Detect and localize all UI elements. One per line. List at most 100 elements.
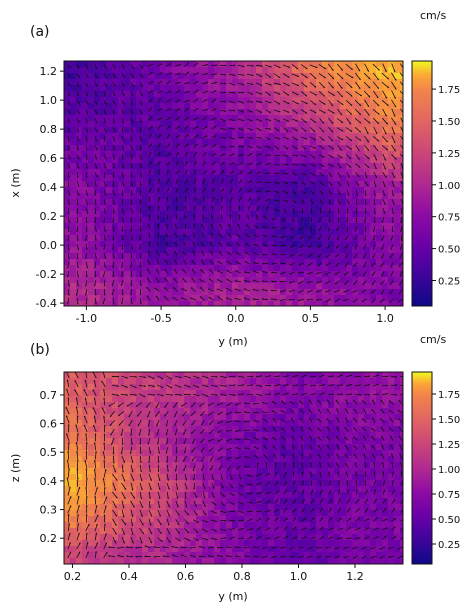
heatmap-cell xyxy=(304,67,310,73)
heatmap-cell xyxy=(352,414,358,420)
heatmap-cell xyxy=(190,163,196,169)
heatmap-cell xyxy=(148,73,154,79)
heatmap-cell xyxy=(202,402,208,408)
heatmap-cell xyxy=(352,265,358,271)
heatmap-cell xyxy=(196,187,202,193)
heatmap-cell xyxy=(214,145,220,151)
heatmap-cell xyxy=(328,169,334,175)
heatmap-cell xyxy=(352,420,358,426)
heatmap-cell xyxy=(262,97,268,103)
heatmap-cell xyxy=(382,229,388,235)
heatmap-cell xyxy=(214,169,220,175)
heatmap-cell xyxy=(328,259,334,265)
heatmap-cell xyxy=(280,253,286,259)
heatmap-cell xyxy=(130,235,136,241)
heatmap-cell xyxy=(88,205,94,211)
heatmap-cell xyxy=(370,67,376,73)
heatmap-cell xyxy=(316,85,322,91)
heatmap-cell xyxy=(154,199,160,205)
y-tick-label: -0.4 xyxy=(36,297,57,310)
heatmap-cell xyxy=(178,175,184,181)
heatmap-cell xyxy=(94,420,100,426)
quiver-arrowhead xyxy=(404,96,406,98)
heatmap-cell xyxy=(280,139,286,145)
heatmap-cell xyxy=(166,229,172,235)
heatmap-cell xyxy=(292,241,298,247)
heatmap-cell xyxy=(220,295,226,301)
heatmap-cell xyxy=(88,127,94,133)
heatmap-cell xyxy=(280,103,286,109)
heatmap-cell xyxy=(220,259,226,265)
heatmap-cell xyxy=(340,378,346,384)
heatmap-cell xyxy=(244,67,250,73)
heatmap-cell xyxy=(238,295,244,301)
heatmap-cell xyxy=(100,283,106,289)
heatmap-cell xyxy=(160,402,166,408)
heatmap-cell xyxy=(316,205,322,211)
heatmap-cell xyxy=(64,235,70,241)
heatmap-cell xyxy=(94,79,100,85)
heatmap-cell xyxy=(64,115,70,121)
heatmap-cell xyxy=(250,109,256,115)
heatmap-cell xyxy=(184,283,190,289)
heatmap-cell xyxy=(244,61,250,67)
heatmap-cell xyxy=(208,253,214,259)
heatmap-cell xyxy=(394,151,400,157)
panel-a-colorbar-bar xyxy=(412,61,432,306)
heatmap-cell xyxy=(268,259,274,265)
heatmap-cell xyxy=(70,414,76,420)
heatmap-cell xyxy=(358,79,364,85)
heatmap-cell xyxy=(316,103,322,109)
heatmap-cell xyxy=(394,175,400,181)
heatmap-cell xyxy=(286,163,292,169)
heatmap-cell xyxy=(220,97,226,103)
heatmap-cell xyxy=(394,205,400,211)
heatmap-cell xyxy=(94,402,100,408)
heatmap-cell xyxy=(346,390,352,396)
heatmap-cell xyxy=(160,121,166,127)
heatmap-cell xyxy=(280,133,286,139)
heatmap-cell xyxy=(352,103,358,109)
heatmap-cell xyxy=(364,396,370,402)
heatmap-cell xyxy=(232,414,238,420)
colorbar-tick-label: 1.50 xyxy=(438,117,460,128)
heatmap-cell xyxy=(136,247,142,253)
heatmap-cell xyxy=(286,271,292,277)
heatmap-cell xyxy=(262,384,268,390)
heatmap-cell xyxy=(262,121,268,127)
heatmap-cell xyxy=(148,265,154,271)
heatmap-cell xyxy=(148,127,154,133)
heatmap-cell xyxy=(172,97,178,103)
heatmap-cell xyxy=(238,259,244,265)
heatmap-cell xyxy=(334,217,340,223)
heatmap-cell xyxy=(208,181,214,187)
heatmap-cell xyxy=(328,205,334,211)
heatmap-cell xyxy=(346,157,352,163)
heatmap-cell xyxy=(268,402,274,408)
heatmap-cell xyxy=(124,151,130,157)
heatmap-cell xyxy=(280,390,286,396)
heatmap-cell xyxy=(154,217,160,223)
heatmap-cell xyxy=(112,295,118,301)
heatmap-cell xyxy=(274,193,280,199)
heatmap-cell xyxy=(196,247,202,253)
heatmap-cell xyxy=(274,414,280,420)
heatmap-cell xyxy=(274,408,280,414)
heatmap-cell xyxy=(274,271,280,277)
heatmap-cell xyxy=(388,133,394,139)
heatmap-cell xyxy=(142,247,148,253)
heatmap-cell xyxy=(70,103,76,109)
heatmap-cell xyxy=(292,277,298,283)
heatmap-cell xyxy=(250,175,256,181)
heatmap-cell xyxy=(184,402,190,408)
heatmap-cell xyxy=(82,283,88,289)
heatmap-cell xyxy=(286,289,292,295)
heatmap-cell xyxy=(148,175,154,181)
heatmap-cell xyxy=(160,193,166,199)
heatmap-cell xyxy=(316,283,322,289)
heatmap-cell xyxy=(358,157,364,163)
heatmap-cell xyxy=(340,151,346,157)
heatmap-cell xyxy=(136,241,142,247)
heatmap-cell xyxy=(172,67,178,73)
heatmap-cell xyxy=(220,163,226,169)
